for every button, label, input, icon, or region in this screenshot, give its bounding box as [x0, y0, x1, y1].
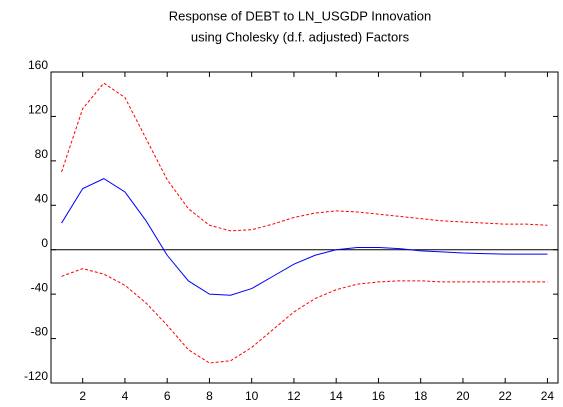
x-tick-label: 2 [79, 389, 86, 403]
y-tick-label: -40 [31, 280, 49, 294]
x-tick-label: 4 [122, 389, 129, 403]
x-tick-label: 24 [541, 389, 555, 403]
x-tick-label: 20 [456, 389, 470, 403]
series-line [61, 82, 548, 232]
x-tick-label: 14 [330, 389, 344, 403]
plot-frame [50, 71, 559, 384]
y-tick-label: 40 [35, 191, 49, 205]
y-tick-label: 160 [28, 58, 48, 72]
x-tick-label: 10 [245, 389, 259, 403]
y-tick-label: -120 [24, 369, 48, 383]
x-tick-label: 18 [414, 389, 428, 403]
x-tick-label: 8 [206, 389, 213, 403]
chart-title: Response of DEBT to LN_USGDP Innovation [169, 8, 432, 23]
series-line [61, 178, 548, 296]
series-line [61, 268, 548, 364]
x-tick-label: 16 [372, 389, 386, 403]
y-tick-label: -80 [31, 325, 49, 339]
y-tick-label: 120 [28, 103, 48, 117]
y-tick-label: 0 [41, 236, 48, 250]
y-tick-label: 80 [35, 147, 49, 161]
x-tick-label: 12 [287, 389, 301, 403]
chart-subtitle: using Cholesky (d.f. adjusted) Factors [191, 29, 410, 44]
x-tick-label: 6 [164, 389, 171, 403]
x-tick-label: 22 [499, 389, 513, 403]
